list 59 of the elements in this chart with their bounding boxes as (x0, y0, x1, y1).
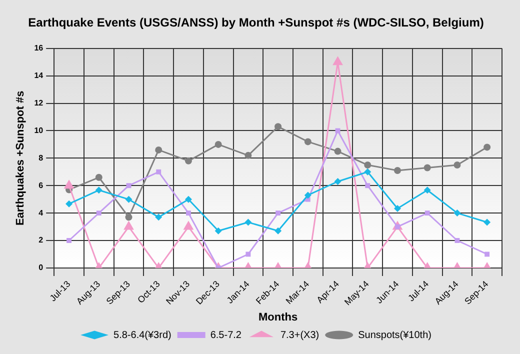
point (334, 148, 342, 155)
point (364, 162, 372, 169)
point (66, 238, 72, 243)
point (125, 214, 132, 221)
point (484, 218, 491, 226)
point (95, 186, 102, 194)
point (244, 152, 252, 159)
point (334, 178, 342, 185)
point (454, 162, 461, 169)
point (274, 227, 282, 234)
point (454, 210, 461, 217)
point (214, 140, 222, 148)
point (183, 220, 194, 230)
point (124, 220, 134, 230)
point (484, 144, 491, 151)
point (424, 164, 431, 172)
point (394, 167, 401, 174)
point (155, 214, 162, 221)
point (125, 196, 132, 203)
x-axis-title: Months (258, 311, 298, 324)
point (274, 123, 282, 130)
point (454, 238, 460, 243)
point (365, 183, 370, 188)
y-tick-label: 12 (34, 98, 44, 108)
y-tick-label: 8 (38, 153, 44, 162)
point (156, 169, 162, 174)
point (214, 227, 222, 234)
y-tick-label: 14 (34, 71, 44, 80)
point (186, 210, 191, 216)
point (304, 192, 312, 199)
point (484, 252, 490, 257)
point (95, 174, 102, 181)
point (424, 210, 430, 216)
point (246, 252, 251, 257)
point (364, 168, 372, 176)
legend-label: 6.5-7.2 (210, 330, 242, 341)
y-tick-label: 10 (34, 126, 44, 135)
y-axis-title: Earthquakes +Sunspot #s (14, 90, 27, 226)
legend-label: Sunspots(¥10th) (358, 330, 432, 341)
legend-label: 7.3+(X3) (280, 330, 320, 341)
point (126, 183, 132, 188)
legend-label: 5.8-6.4(¥3rd) (114, 330, 172, 341)
point (394, 205, 401, 212)
y-tick-label: 4 (38, 208, 44, 218)
point (276, 210, 281, 216)
chart-title: Earthquake Events (USGS/ANSS) by Month +Sunspot #s (WDC-SILSO, Belgium) (28, 16, 484, 30)
y-tick-label: 2 (38, 236, 44, 245)
point (304, 138, 312, 146)
y-tick-label: 16 (34, 44, 44, 53)
point (96, 210, 102, 216)
point (66, 200, 73, 208)
point (155, 146, 162, 154)
point (244, 218, 252, 226)
y-tick-label: 0 (38, 263, 44, 272)
point (184, 196, 192, 203)
y-tick-label: 6 (38, 180, 44, 190)
point (424, 186, 431, 194)
point (184, 157, 192, 164)
point (64, 180, 74, 189)
